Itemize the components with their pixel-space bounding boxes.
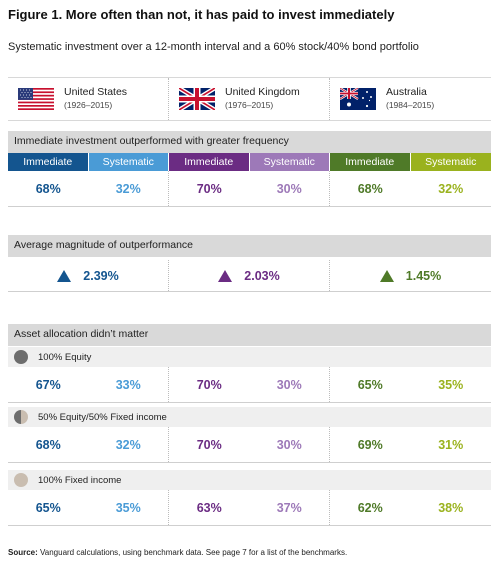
frequency-heading: Immediate investment outperformed with g… (8, 131, 491, 153)
us-flag-icon (18, 88, 54, 110)
value-cell: 35% (89, 490, 169, 525)
magnitude-heading: Average magnitude of outperformance (8, 235, 491, 257)
allocation-label-text: 100% Fixed income (38, 474, 122, 486)
magnitude-value: 2.39% (83, 268, 119, 283)
value-cell: 33% (89, 367, 169, 402)
country-years: (1984–2015) (386, 100, 435, 110)
allocation-values-row: 65% 35% 63% 37% 62% 38% (8, 490, 491, 526)
value-cell: 69% (357, 437, 383, 452)
up-triangle-icon (218, 269, 233, 282)
value-cell: 32% (89, 427, 169, 462)
allocation-label-text: 100% Equity (38, 351, 92, 363)
light-pie-icon (14, 473, 28, 487)
full-pie-icon (14, 350, 28, 364)
value-cell: 63% (196, 500, 222, 515)
magnitude-value: 2.03% (244, 268, 280, 283)
country-years: (1926–2015) (64, 100, 113, 110)
magnitude-au: 1.45% (330, 260, 491, 291)
country-uk: United Kingdom (1976–2015) (169, 78, 330, 120)
value-cell: 35% (438, 377, 464, 392)
value-cell: 70% (196, 377, 222, 392)
allocation-values-row: 67% 33% 70% 30% 65% 35% (8, 367, 491, 403)
country-australia: Australia (1984–2015) (330, 78, 491, 120)
country-us: United States (1926–2015) (8, 78, 169, 120)
allocation-label-fixed-income: 100% Fixed income (8, 470, 491, 490)
magnitude-uk: 2.03% (169, 260, 330, 291)
value-cell: 30% (250, 367, 330, 402)
legend-au-systematic: Systematic (410, 153, 491, 171)
australia-flag-icon (340, 88, 376, 110)
up-triangle-icon (57, 269, 72, 282)
magnitude-value: 1.45% (405, 268, 442, 283)
allocation-label-equity: 100% Equity (8, 347, 491, 367)
allocation-heading: Asset allocation didn’t matter (8, 324, 491, 346)
country-years: (1976–2015) (225, 100, 274, 110)
country-header: United States (1926–2015) United Kingdom… (8, 77, 491, 121)
legend-uk-immediate: Immediate (169, 153, 250, 171)
value-cell: 70% (196, 437, 222, 452)
value-cell: 62% (357, 500, 383, 515)
value-cell: 65% (35, 500, 61, 515)
value-cell: 67% (35, 377, 61, 392)
value-cell: 70% (196, 181, 222, 196)
legend-us-systematic: Systematic (88, 153, 169, 171)
magnitude-values-row: 2.39% 2.03% 1.45% (8, 260, 491, 292)
allocation-label-text: 50% Equity/50% Fixed income (38, 411, 167, 423)
magnitude-us: 2.39% (8, 260, 169, 291)
uk-flag-icon (179, 88, 215, 110)
value-cell: 37% (250, 490, 330, 525)
source-label: Source: (8, 548, 38, 557)
figure-title: Figure 1. More often than not, it has pa… (8, 7, 395, 22)
frequency-values-row: 68% 32% 70% 30% 68% 32% (8, 171, 491, 207)
value-cell: 30% (250, 427, 330, 462)
value-cell: 68% (35, 437, 61, 452)
up-triangle-icon (379, 269, 394, 282)
legend-us-immediate: Immediate (8, 153, 89, 171)
legend-row: Immediate Systematic Immediate Systemati… (8, 153, 491, 171)
value-cell: 38% (438, 500, 464, 515)
country-name: United Kingdom (225, 86, 300, 98)
half-pie-icon (14, 410, 28, 424)
value-cell: 31% (438, 437, 464, 452)
country-name: Australia (386, 86, 427, 98)
value-cell: 68% (357, 181, 383, 196)
value-cell: 30% (250, 171, 330, 206)
value-cell: 65% (357, 377, 383, 392)
allocation-values-row: 68% 32% 70% 30% 69% 31% (8, 427, 491, 463)
value-cell: 68% (35, 181, 61, 196)
source-text: Vanguard calculations, using benchmark d… (40, 548, 348, 557)
legend-au-immediate: Immediate (330, 153, 411, 171)
value-cell: 32% (438, 181, 464, 196)
figure-subtitle: Systematic investment over a 12-month in… (8, 41, 419, 53)
value-cell: 32% (89, 171, 169, 206)
legend-uk-systematic: Systematic (249, 153, 330, 171)
country-name: United States (64, 86, 128, 98)
allocation-label-balanced: 50% Equity/50% Fixed income (8, 407, 491, 427)
source-note: Source: Vanguard calculations, using ben… (8, 548, 347, 557)
